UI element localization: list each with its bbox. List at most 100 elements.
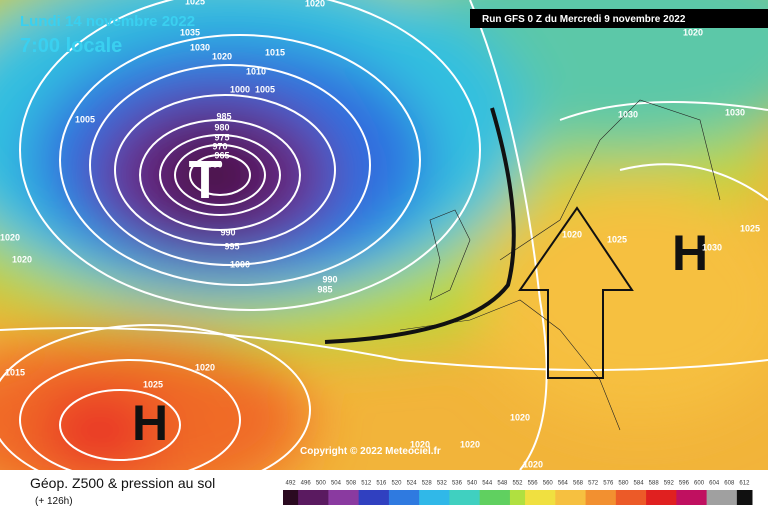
low-label: T [189,150,222,210]
scale-label: 588 [649,481,660,487]
isobar-label: 1020 [0,232,20,242]
scale-label: 536 [452,481,463,487]
scale-label: 576 [603,481,614,487]
scale-label: 608 [724,481,735,487]
scale-label: 552 [512,481,523,487]
scale-label: 500 [316,481,327,487]
isobar-label: 975 [214,132,229,142]
time: 7:00 locale [20,35,122,57]
scale-cell [676,490,692,505]
scale-cell [449,490,466,505]
isobar-label: 1025 [185,0,205,6]
isobar-label: 1030 [725,107,745,117]
scale-cell [721,490,738,505]
copyright: Copyright © 2022 Meteociel.fr [300,446,441,457]
isobar-label: 985 [216,111,231,121]
scale-cell [600,490,617,505]
isobar-label: 1030 [702,242,722,252]
scale-cell [343,490,360,505]
isobar-label: 970 [212,141,227,151]
scale-cell [585,490,602,505]
scale-label: 504 [331,481,342,487]
scale-label: 540 [467,481,478,487]
isobar-label: 1020 [12,254,32,264]
run-info: Run GFS 0 Z du Mercredi 9 novembre 2022 [482,14,686,25]
scale-label: 520 [391,481,402,487]
scale-cell [328,490,345,505]
run-box [470,9,768,28]
scale-label: 556 [528,481,539,487]
scale-label: 516 [376,481,387,487]
scale-cell [373,490,390,505]
isobar-label: 1020 [305,0,325,8]
isobar-label: 1010 [246,66,266,76]
scale-label: 560 [543,481,554,487]
isobar-label: 1020 [683,27,703,37]
scale-cell [509,490,526,505]
scale-label: 544 [482,481,493,487]
isobar-label: 1030 [190,42,210,52]
color-scale: 492 496 500 504 508 512 516 520 524 528 532 536 540 5… [283,481,753,505]
scale-label: 580 [618,481,629,487]
isobar-label: 1020 [460,439,480,449]
scale-cell [525,490,541,505]
coastlines [399,99,721,431]
scale-cell [419,490,435,505]
arrow [518,206,634,379]
scale-cell [298,490,314,505]
isobar-label: 1015 [5,367,25,377]
scale-label: 596 [679,481,690,487]
scale-cell [358,490,375,505]
scale-label: 568 [573,481,584,487]
isobar-label: 990 [322,274,337,284]
scale-cell [555,490,571,505]
isobar-label: 1025 [607,234,627,244]
scale-label: 548 [497,481,508,487]
scale-cell [388,490,405,505]
scale-label: 524 [407,481,418,487]
scale-label: 600 [694,481,705,487]
isobar-label: 1020 [410,439,430,449]
isobar-label: 1000 [230,259,250,269]
scale-cell [736,490,753,505]
isobar-label: 995 [224,241,239,251]
field [155,130,275,220]
date: Lundi 14 novembre 2022 [20,13,195,30]
scale-cell [646,490,662,505]
isobar-label: 965 [214,150,229,160]
scale-label: 508 [346,481,357,487]
scale-label: 612 [739,481,750,487]
isobar-label: 1035 [180,27,200,37]
isobar-label: 1000 [230,84,250,94]
isobars [0,0,768,470]
footer-lead: (+ 126h) [35,496,73,507]
scale-cell [630,490,647,505]
scale-cell [706,490,723,505]
scale-cell [494,490,511,505]
scale-cell [434,490,450,505]
scale-cell [313,490,329,505]
high-label: H [672,225,708,281]
isobar-label: 1005 [75,114,95,124]
isobar-label: 1020 [510,412,530,422]
isobar-label: 1030 [618,109,638,119]
high-label: H [132,395,168,451]
isobar-label: 980 [214,122,229,132]
scale-label: 572 [588,481,599,487]
isobar-label: 1025 [143,379,163,389]
scale-cell [661,490,677,505]
isobar-label: 1005 [255,84,275,94]
scale-cell [691,490,708,505]
isobar-label: 1020 [212,51,232,61]
scale-cell [464,490,481,505]
scale-cell [570,490,587,505]
scale-cell [615,490,632,505]
isobar-label: 1020 [523,459,543,469]
scale-cell [404,490,420,505]
scale-label: 532 [437,481,448,487]
scale-cell [540,490,556,505]
front-line [324,107,516,344]
